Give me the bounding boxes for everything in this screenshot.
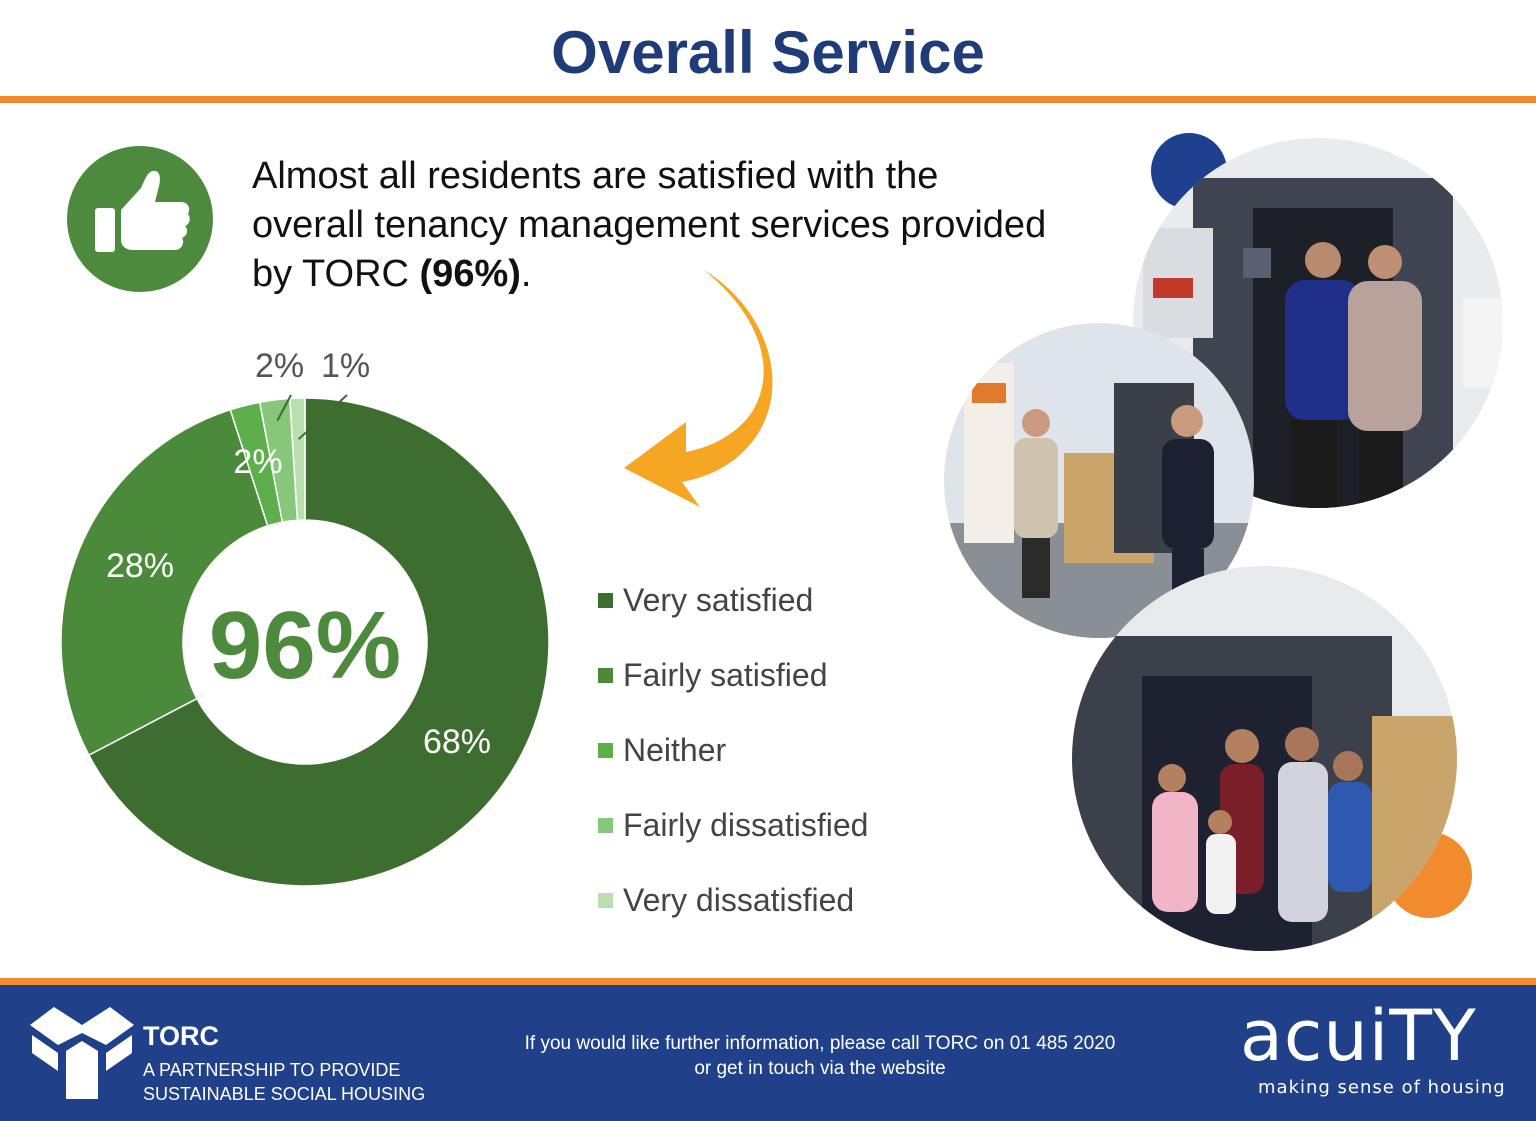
leader-line-very-dissatisfied	[298, 394, 348, 440]
legend-item-neither: Neither	[598, 730, 918, 770]
headline: Almost all residents are satisfied with …	[252, 152, 1132, 299]
contact-info-line-1: If you would like further information, p…	[524, 1033, 1116, 1054]
curved-arrow-icon	[624, 270, 773, 507]
footer: TORC A PARTNERSHIP TO PROVIDE SUSTAINABL…	[0, 985, 1536, 1121]
headline-line-3-prefix: by TORC	[252, 253, 420, 295]
data-label-neither: 2%	[233, 443, 282, 481]
data-label-fairly-dissatisfied: 2%	[255, 347, 304, 385]
donut-slice-fairly-satisfied	[60, 408, 269, 757]
headline-line-1: Almost all residents are satisfied with …	[252, 155, 939, 197]
acuity-tagline: making sense of housing	[1258, 1077, 1506, 1098]
donut-slice-very-satisfied	[87, 397, 550, 887]
torc-logo	[30, 1007, 134, 1099]
page-title: Overall Service	[551, 19, 985, 86]
legend-swatch	[598, 592, 613, 608]
legend-item-fairly-satisfied: Fairly satisfied	[598, 655, 918, 695]
donut-chart: 68% 28% 2% 2% 1% 96%	[60, 347, 550, 887]
legend-swatch	[598, 667, 613, 683]
headline-line-2: overall tenancy management services prov…	[252, 204, 1047, 246]
contact-info-line-2: or get in touch via the website	[694, 1058, 946, 1079]
legend-label: Neither	[623, 731, 727, 768]
torc-tagline-line-2: SUSTAINABLE SOCIAL HOUSING	[143, 1084, 426, 1104]
title-divider	[0, 96, 1536, 103]
legend-item-fairly-dissatisfied: Fairly dissatisfied	[598, 805, 918, 845]
torc-name: TORC	[143, 1021, 220, 1051]
acuity-logo: acuiTY	[1240, 995, 1477, 1077]
legend-swatch	[598, 892, 613, 908]
legend-swatch	[598, 742, 613, 758]
donut-slice-very-dissatisfied	[289, 397, 306, 522]
headline-line-3-suffix: .	[520, 253, 532, 295]
legend-item-very-satisfied: Very satisfied	[598, 580, 918, 620]
legend-swatch	[598, 817, 613, 833]
data-label-very-dissatisfied: 1%	[321, 347, 370, 385]
contact-info: If you would like further information, p…	[470, 1031, 1170, 1081]
legend-label: Fairly satisfied	[623, 656, 828, 693]
data-label-fairly-satisfied: 28%	[106, 547, 174, 585]
data-label-very-satisfied: 68%	[423, 723, 491, 761]
photo-family-unit-32	[1072, 566, 1457, 951]
headline-highlight-percent: (96%)	[419, 253, 521, 295]
leader-line-fairly-dissatisfied	[276, 394, 292, 422]
center-percent-label: 96%	[209, 592, 401, 699]
headline-line-3: by TORC (96%).	[252, 250, 1132, 299]
footer-divider	[0, 978, 1536, 985]
legend-item-very-dissatisfied: Very dissatisfied	[598, 880, 918, 920]
legend-label: Very dissatisfied	[623, 881, 855, 918]
torc-tagline-line-1: A PARTNERSHIP TO PROVIDE	[143, 1060, 401, 1080]
legend-label: Very satisfied	[623, 581, 814, 618]
thumbs-up-icon	[95, 170, 190, 252]
legend-label: Fairly dissatisfied	[623, 806, 869, 843]
thumbs-up-badge	[67, 146, 213, 292]
